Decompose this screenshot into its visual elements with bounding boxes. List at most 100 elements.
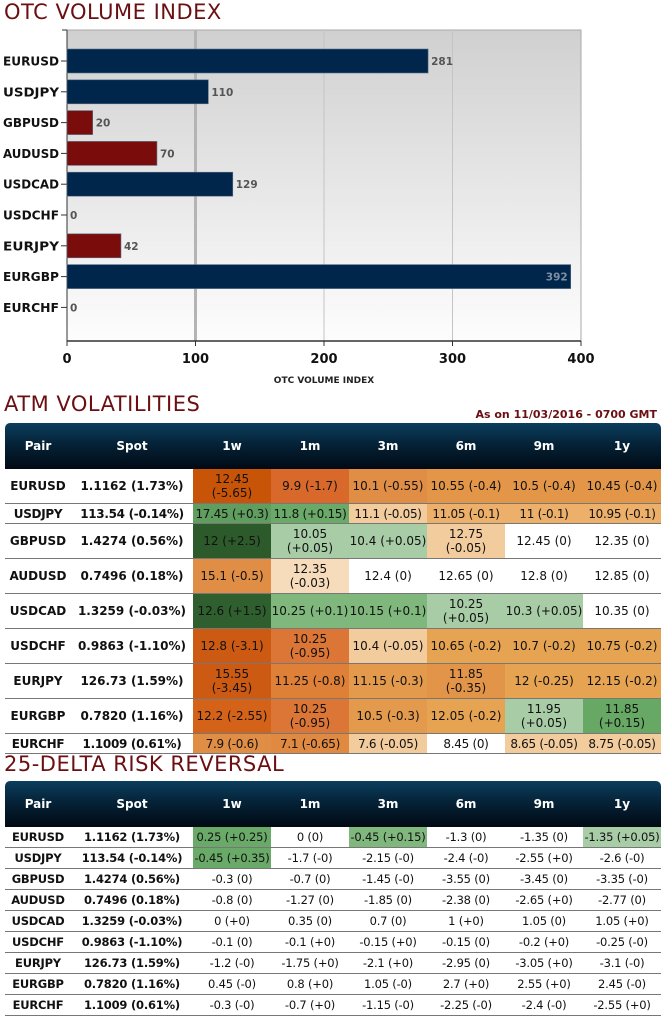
rr-header-spot[interactable]: Spot bbox=[71, 781, 193, 827]
spot-cell: 1.3259 (-0.03%) bbox=[71, 910, 193, 932]
rr-header-9m[interactable]: 9m bbox=[505, 781, 583, 827]
spot-cell: 0.7496 (0.18%) bbox=[71, 558, 193, 594]
rr-cell-9m: -3.45 (0) bbox=[505, 868, 583, 890]
spot-cell: 0.9863 (-1.10%) bbox=[71, 628, 193, 664]
atm-cell-1y: 12.85 (0) bbox=[583, 558, 661, 594]
spot-cell: 113.54 (-0.14%) bbox=[71, 503, 193, 524]
rr-header-1y[interactable]: 1y bbox=[583, 781, 661, 827]
atm-cell-3m: 10.1 (-0.55) bbox=[349, 469, 427, 504]
atm-header-1y[interactable]: 1y bbox=[583, 423, 661, 469]
atm-cell-1w: 12.45 (-5.65) bbox=[193, 469, 271, 504]
atm-cell-6m: 12.05 (-0.2) bbox=[427, 698, 505, 734]
atm-header-6m[interactable]: 6m bbox=[427, 423, 505, 469]
bar-eurusd bbox=[66, 48, 429, 74]
rr-cell-9m: -3.05 (+0) bbox=[505, 952, 583, 974]
as-on-timestamp: As on 11/03/2016 - 0700 GMT bbox=[475, 408, 657, 421]
rr-cell-1m: -1.27 (0) bbox=[271, 889, 349, 911]
rr-cell-1y: -1.35 (+0.05) bbox=[583, 827, 661, 848]
pair-cell: EURCHF bbox=[5, 994, 71, 1016]
pair-cell: EURJPY bbox=[5, 663, 71, 699]
rr-cell-6m: 1 (+0) bbox=[427, 910, 505, 932]
x-tick-label: 400 bbox=[567, 352, 594, 367]
pair-cell: EURGBP bbox=[5, 698, 71, 734]
atm-header-spot[interactable]: Spot bbox=[71, 423, 193, 469]
rr-row-eurgbp: EURGBP 0.7820 (1.16%) 0.45 (-0) 0.8 (+0) 1.0… bbox=[5, 973, 661, 995]
rr-cell-1m: -0.1 (+0) bbox=[271, 931, 349, 953]
rr-cell-3m: -0.45 (+0.15) bbox=[349, 827, 427, 848]
rr-row-usdjpy: USDJPY 113.54 (-0.14%) -0.45 (+0.35) -1.7 (… bbox=[5, 847, 661, 869]
rr-cell-1w: -0.3 (0) bbox=[193, 868, 271, 890]
rr-header-3m[interactable]: 3m bbox=[349, 781, 427, 827]
atm-header-row: Pair Spot 1w 1m 3m 6m 9m 1y bbox=[5, 423, 661, 469]
atm-cell-1y: 11.85 (+0.15) bbox=[583, 698, 661, 734]
rr-cell-3m: -1.45 (-0) bbox=[349, 868, 427, 890]
atm-cell-6m: 11.05 (-0.1) bbox=[427, 503, 505, 524]
rr-header-1m[interactable]: 1m bbox=[271, 781, 349, 827]
atm-cell-3m: 10.4 (+0.05) bbox=[349, 523, 427, 559]
pair-cell: USDJPY bbox=[5, 847, 71, 869]
rr-cell-1m: 0.8 (+0) bbox=[271, 973, 349, 995]
rr-row-usdchf: USDCHF 0.9863 (-1.10%) -0.1 (0) -0.1 (+0) -0… bbox=[5, 931, 661, 953]
rr-cell-6m: -2.95 (0) bbox=[427, 952, 505, 974]
spot-cell: 113.54 (-0.14%) bbox=[71, 847, 193, 869]
rr-cell-6m: -1.3 (0) bbox=[427, 827, 505, 848]
spot-cell: 1.1009 (0.61%) bbox=[71, 994, 193, 1016]
atm-cell-9m: 12.8 (0) bbox=[505, 558, 583, 594]
data-label-eurjpy: 42 bbox=[124, 241, 139, 253]
atm-volatilities-table: Pair Spot 1w 1m 3m 6m 9m 1y EURUSD 1.1162 (1.73%… bbox=[5, 423, 661, 754]
atm-cell-1w: 12.2 (-2.55) bbox=[193, 698, 271, 734]
rr-cell-3m: 0.7 (0) bbox=[349, 910, 427, 932]
pair-cell: AUDUSD bbox=[5, 558, 71, 594]
spot-cell: 0.9863 (-1.10%) bbox=[71, 931, 193, 953]
atm-header-1m[interactable]: 1m bbox=[271, 423, 349, 469]
rr-cell-6m: -3.55 (0) bbox=[427, 868, 505, 890]
atm-header-9m[interactable]: 9m bbox=[505, 423, 583, 469]
atm-header-pair[interactable]: Pair bbox=[5, 423, 71, 469]
pair-cell: USDJPY bbox=[5, 503, 71, 524]
rr-cell-1y: -3.1 (-0) bbox=[583, 952, 661, 974]
atm-cell-1w: 7.9 (-0.6) bbox=[193, 733, 271, 754]
otc-volume-title: OTC VOLUME INDEX bbox=[4, 0, 222, 24]
y-tick-label-usdcad: USDCAD bbox=[3, 178, 59, 192]
atm-header-3m[interactable]: 3m bbox=[349, 423, 427, 469]
spot-cell: 0.7820 (1.16%) bbox=[71, 973, 193, 995]
rr-header-6m[interactable]: 6m bbox=[427, 781, 505, 827]
bar-usdcad bbox=[66, 171, 234, 197]
spot-cell: 1.4274 (0.56%) bbox=[71, 868, 193, 890]
atm-header-1w[interactable]: 1w bbox=[193, 423, 271, 469]
atm-row-eurusd: EURUSD 1.1162 (1.73%) 12.45 (-5.65) 9.9 (-1… bbox=[5, 469, 661, 504]
rr-cell-9m: -0.2 (+0) bbox=[505, 931, 583, 953]
x-tick-label: 300 bbox=[439, 352, 466, 367]
rr-row-eurusd: EURUSD 1.1162 (1.73%) 0.25 (+0.25) 0 (0) -0.… bbox=[5, 827, 661, 848]
rr-cell-6m: -2.25 (-0) bbox=[427, 994, 505, 1016]
atm-volatilities-title: ATM VOLATILITIES bbox=[4, 392, 201, 416]
spot-cell: 126.73 (1.59%) bbox=[71, 952, 193, 974]
rr-cell-1m: -1.75 (+0) bbox=[271, 952, 349, 974]
atm-cell-1y: 10.75 (-0.2) bbox=[583, 628, 661, 664]
spot-cell: 126.73 (1.59%) bbox=[71, 663, 193, 699]
atm-row-gbpusd: GBPUSD 1.4274 (0.56%) 12 (+2.5) 10.05 (+0.0… bbox=[5, 523, 661, 559]
rr-header-1w[interactable]: 1w bbox=[193, 781, 271, 827]
atm-cell-1m: 11.8 (+0.15) bbox=[271, 503, 349, 524]
atm-row-audusd: AUDUSD 0.7496 (0.18%) 15.1 (-0.5) 12.35 (-0… bbox=[5, 558, 661, 594]
atm-cell-3m: 11.15 (-0.3) bbox=[349, 663, 427, 699]
rr-cell-3m: 1.05 (-0) bbox=[349, 973, 427, 995]
rr-cell-6m: -0.15 (0) bbox=[427, 931, 505, 953]
rr-header-pair[interactable]: Pair bbox=[5, 781, 71, 827]
y-tick-label-eurjpy: EURJPY bbox=[3, 239, 59, 253]
atm-cell-6m: 10.25 (+0.05) bbox=[427, 593, 505, 629]
atm-cell-1y: 8.75 (-0.05) bbox=[583, 733, 661, 754]
rr-row-audusd: AUDUSD 0.7496 (0.18%) -0.8 (0) -1.27 (0) -1.… bbox=[5, 889, 661, 911]
rr-cell-9m: -2.4 (-0) bbox=[505, 994, 583, 1016]
rr-cell-1y: -2.55 (+0) bbox=[583, 994, 661, 1016]
atm-cell-3m: 10.5 (-0.3) bbox=[349, 698, 427, 734]
atm-row-eurgbp: EURGBP 0.7820 (1.16%) 12.2 (-2.55) 10.25 (-… bbox=[5, 698, 661, 734]
atm-cell-9m: 10.3 (+0.05) bbox=[505, 593, 583, 629]
rr-row-eurchf: EURCHF 1.1009 (0.61%) -0.3 (-0) -0.7 (+0) -1… bbox=[5, 994, 661, 1016]
rr-cell-3m: -2.1 (+0) bbox=[349, 952, 427, 974]
atm-row-eurchf: EURCHF 1.1009 (0.61%) 7.9 (-0.6) 7.1 (-0.65… bbox=[5, 733, 661, 754]
pair-cell: USDCAD bbox=[5, 910, 71, 932]
rr-cell-9m: -1.35 (0) bbox=[505, 827, 583, 848]
risk-reversal-title: 25-DELTA RISK REVERSAL bbox=[4, 752, 285, 776]
rr-cell-3m: -1.15 (-0) bbox=[349, 994, 427, 1016]
